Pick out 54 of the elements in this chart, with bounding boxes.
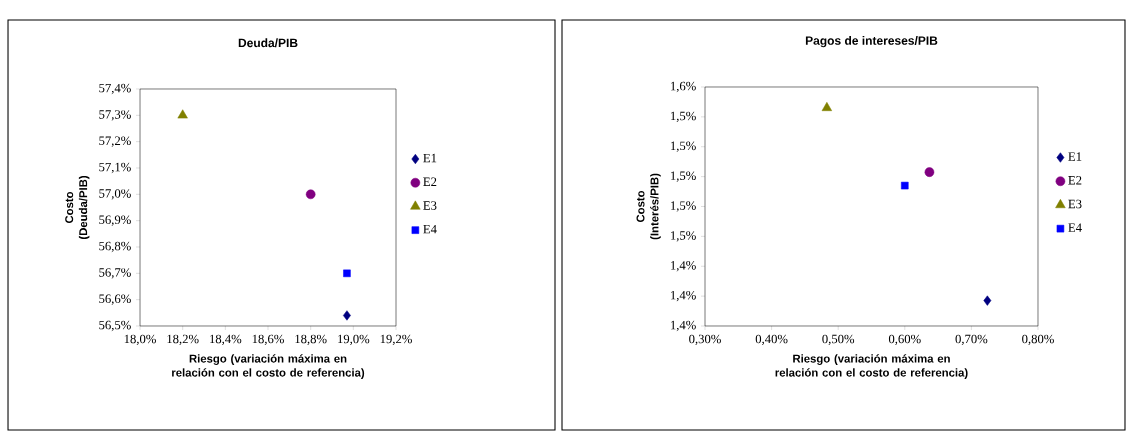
y-axis-title: Costo (Deuda/PIB) xyxy=(65,175,90,240)
point xyxy=(901,181,909,190)
legend-label: E2 xyxy=(1068,176,1082,185)
y-tick-label: 1,6% xyxy=(671,81,696,93)
x-tick-label: 19,0% xyxy=(338,334,370,346)
y-tick-label: 57,0% xyxy=(99,189,131,200)
point xyxy=(177,109,188,119)
chart-title: Deuda/PIB xyxy=(238,38,298,48)
y-tick-label: 1,5% xyxy=(671,111,696,123)
point xyxy=(821,102,832,111)
y-tick-label: 57,3% xyxy=(99,110,131,121)
point xyxy=(343,310,351,321)
y-tick-label: 57,2% xyxy=(99,136,131,147)
x-tick-label: 0,50% xyxy=(822,334,855,346)
x-tick-label: 0,40% xyxy=(755,334,788,346)
x-tick-label: 0,60% xyxy=(888,334,921,346)
y-tick-label: 57,1% xyxy=(99,162,131,174)
y-tick-label: 1,5% xyxy=(671,201,696,212)
x-axis-title: Riesgo (variación máxima en relación con el costo de referencia) xyxy=(775,354,968,379)
legend-label: E4 xyxy=(1068,223,1082,232)
x-tick-label: 0,30% xyxy=(689,334,721,346)
y-axis-title: Costo (Interés/PIB) xyxy=(636,173,661,240)
y-tick-label: 1,4% xyxy=(671,261,696,272)
y-tick-label: 56,6% xyxy=(99,294,131,305)
y-tick-label: 56,9% xyxy=(99,215,131,226)
x-tick-label: 0,70% xyxy=(955,334,988,346)
y-tick-label: 56,5% xyxy=(99,320,131,332)
y-tick-label: 57,4% xyxy=(99,83,131,95)
x-tick-label: 18,0% xyxy=(124,334,156,346)
y-tick-label: 1,5% xyxy=(671,141,696,152)
x-tick-label: 18,8% xyxy=(295,334,327,346)
point xyxy=(305,189,316,200)
legend-label: E4 xyxy=(423,224,437,234)
legend-label: E1 xyxy=(1068,152,1082,161)
point xyxy=(924,167,935,177)
legend-label: E3 xyxy=(1068,199,1082,209)
legend-label: E3 xyxy=(423,201,437,210)
point xyxy=(343,269,351,278)
x-tick-label: 19,2% xyxy=(380,334,412,346)
y-tick-label: 1,5% xyxy=(671,231,696,242)
y-tick-label: 1,5% xyxy=(671,171,696,182)
point xyxy=(983,295,992,306)
legend-label: E1 xyxy=(423,153,437,163)
y-tick-label: 1,4% xyxy=(671,320,696,332)
x-axis-title: Riesgo (variación máxima en relación con el costo de referencia) xyxy=(172,354,365,379)
x-tick-label: 0,80% xyxy=(1022,334,1054,346)
chart-title: Pagos de intereses/PIB xyxy=(805,36,938,48)
legend-label: E2 xyxy=(423,177,437,186)
x-tick-label: 18,6% xyxy=(252,334,284,346)
y-tick-label: 56,7% xyxy=(99,268,131,279)
y-tick-label: 56,8% xyxy=(99,241,131,253)
x-tick-label: 18,2% xyxy=(167,334,199,346)
x-tick-label: 18,4% xyxy=(210,334,242,346)
y-tick-label: 1,4% xyxy=(671,290,696,302)
